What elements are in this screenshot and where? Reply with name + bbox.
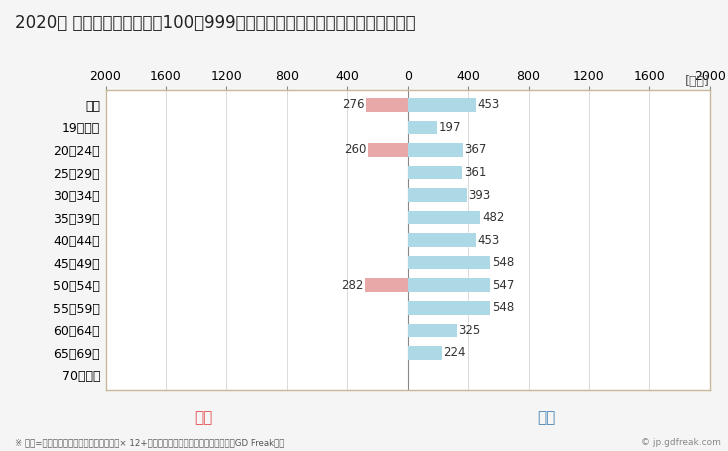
Bar [408, 278, 491, 292]
Bar [408, 346, 441, 360]
Bar [408, 211, 480, 225]
Bar [408, 121, 438, 134]
Text: 453: 453 [478, 234, 500, 247]
Text: 男性: 男性 [537, 410, 555, 425]
Text: 453: 453 [478, 98, 500, 111]
Text: © jp.gdfreak.com: © jp.gdfreak.com [641, 438, 721, 447]
Bar [408, 143, 463, 157]
Text: 325: 325 [459, 324, 480, 337]
Bar [408, 324, 456, 337]
Text: 548: 548 [492, 256, 514, 269]
Text: 547: 547 [492, 279, 514, 292]
Bar [408, 98, 476, 112]
Text: 367: 367 [464, 143, 487, 156]
Bar [408, 234, 476, 247]
Bar [408, 256, 491, 269]
Text: 女性: 女性 [194, 410, 213, 425]
Text: 276: 276 [342, 98, 365, 111]
Text: 482: 482 [482, 211, 505, 224]
Text: 361: 361 [464, 166, 486, 179]
Bar [366, 98, 408, 112]
Bar [365, 278, 408, 292]
Text: 197: 197 [439, 121, 462, 134]
Text: 260: 260 [344, 143, 367, 156]
Text: [万円]: [万円] [685, 75, 710, 88]
Bar [408, 301, 491, 315]
Bar [408, 188, 467, 202]
Text: 548: 548 [492, 301, 514, 314]
Text: ※ 年収=「きまって支給する現金給与額」× 12+「年間賞与その他特別給与額」としてGD Freak推計: ※ 年収=「きまって支給する現金給与額」× 12+「年間賞与その他特別給与額」と… [15, 438, 284, 447]
Text: 282: 282 [341, 279, 363, 292]
Text: 393: 393 [469, 189, 491, 202]
Bar [408, 166, 462, 179]
Text: 224: 224 [443, 346, 465, 359]
Text: 2020年 民間企業（従業者数100〜999人）フルタイム労働者の男女別平均年収: 2020年 民間企業（従業者数100〜999人）フルタイム労働者の男女別平均年収 [15, 14, 415, 32]
Bar [368, 143, 408, 157]
